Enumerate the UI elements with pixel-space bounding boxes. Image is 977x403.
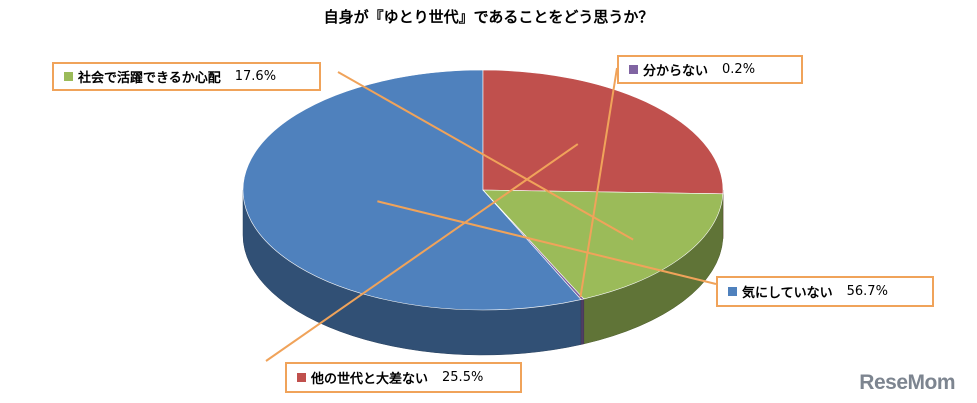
- leader-line-dont-know: [579, 67, 618, 298]
- slice-percent: 56.7%: [846, 284, 888, 299]
- legend-swatch: [297, 373, 306, 382]
- leader-line-not-concerned: [377, 200, 717, 285]
- legend-swatch: [64, 72, 73, 81]
- slice-percent: 25.5%: [442, 370, 484, 385]
- callout-worried: 社会で活躍できるか心配 17.6%: [52, 62, 321, 91]
- slice-percent: 0.2%: [722, 62, 756, 77]
- slice-percent: 17.6%: [234, 69, 277, 84]
- pie-slice-no-different: [482, 69, 724, 195]
- chart-title: 自身が『ゆとり世代』であることをどう思うか？: [323, 8, 654, 26]
- slice-label: 他の世代と大差ない: [311, 372, 429, 387]
- pie-slices: [242, 69, 724, 311]
- slice-label: 気にしていない: [742, 286, 833, 301]
- callout-not-concerned: 気にしていない 56.7%: [716, 276, 934, 307]
- leader-lines: [265, 67, 717, 362]
- callout-dont-know: 分からない 0.2%: [617, 55, 803, 84]
- pie-slice-dont-know: [482, 189, 585, 300]
- legend-swatch: [629, 65, 638, 74]
- slice-label: 分からない: [643, 64, 709, 79]
- callout-no-different: 他の世代と大差ない 25.5%: [285, 362, 522, 393]
- leader-line-no-different: [265, 143, 579, 362]
- legend-swatch: [728, 287, 737, 296]
- pie-slice-worried: [482, 189, 724, 300]
- leader-line-worried: [337, 71, 634, 241]
- pie-side-dont-know: [580, 298, 585, 345]
- resemom-logo: ReseMom: [859, 371, 955, 394]
- slice-label: 社会で活躍できるか心配: [78, 71, 221, 86]
